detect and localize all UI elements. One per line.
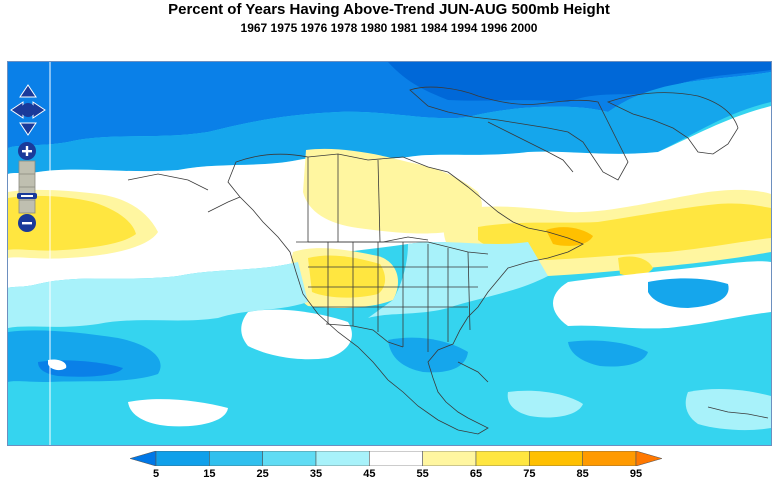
zoom-slider-handle[interactable] [17, 193, 37, 199]
legend-swatch [315, 451, 370, 466]
pan-down-button[interactable] [19, 122, 37, 136]
legend-swatch [209, 451, 263, 466]
zoom-in-button[interactable] [18, 142, 36, 160]
legend-swatch [369, 451, 423, 466]
pan-center-icon [21, 103, 35, 117]
zoom-slider[interactable] [18, 160, 36, 214]
legend-low-arrow [130, 451, 157, 466]
legend-swatch [582, 451, 637, 466]
legend-tick-label: 25 [256, 468, 269, 480]
chart-title: Percent of Years Having Above-Trend JUN-… [168, 1, 610, 18]
legend-swatch [262, 451, 317, 466]
legend-tick-label: 65 [469, 468, 483, 480]
pan-control [10, 84, 46, 136]
zoom-out-button[interactable] [18, 214, 36, 232]
zoom-control [17, 142, 37, 232]
us-canada-border [296, 241, 489, 255]
legend-swatch [529, 451, 583, 466]
legend-swatch [155, 451, 210, 466]
map-canvas [8, 62, 771, 445]
legend-tick-label: 5 [152, 468, 160, 480]
legend-tick-label: 95 [629, 468, 643, 480]
map-view[interactable] [7, 61, 772, 446]
years-subtitle: 1967 1975 1976 1978 1980 1981 1984 1994 … [240, 21, 538, 35]
legend-tick-label: 35 [309, 468, 323, 480]
north-america-outline [227, 153, 584, 435]
legend-high-arrow [635, 451, 662, 466]
legend-colorbar [130, 451, 662, 466]
legend-swatch [422, 451, 477, 466]
legend-swatch [475, 451, 530, 466]
legend-tick-label: 75 [523, 468, 536, 480]
us-mexico-border [325, 323, 404, 348]
legend-tick-label: 45 [363, 468, 376, 480]
legend-tick-label: 55 [416, 468, 429, 480]
pan-up-button[interactable] [19, 84, 37, 98]
legend-tick-label: 15 [203, 468, 216, 480]
legend-tick-label: 85 [576, 468, 589, 480]
